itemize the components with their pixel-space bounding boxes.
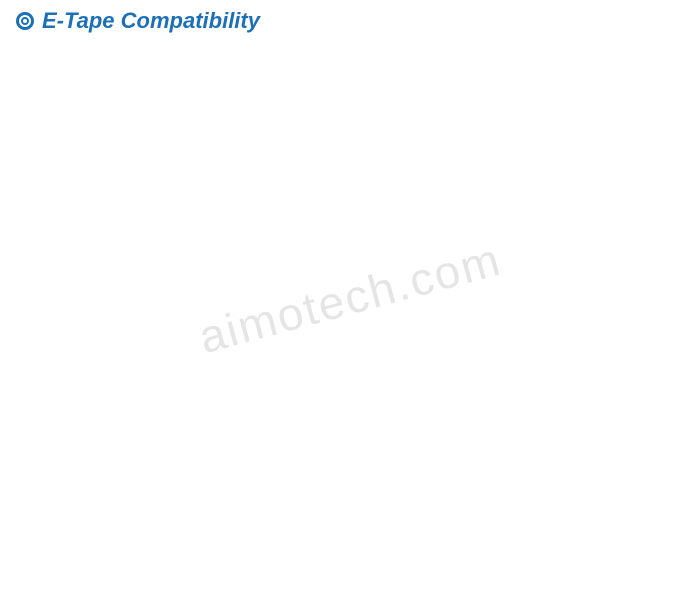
page-title: E-Tape Compatibility: [42, 8, 260, 34]
page-title-row: E-Tape Compatibility: [0, 0, 700, 40]
watermark: aimotech.com: [193, 232, 507, 364]
title-bullet-icon: [16, 12, 34, 30]
